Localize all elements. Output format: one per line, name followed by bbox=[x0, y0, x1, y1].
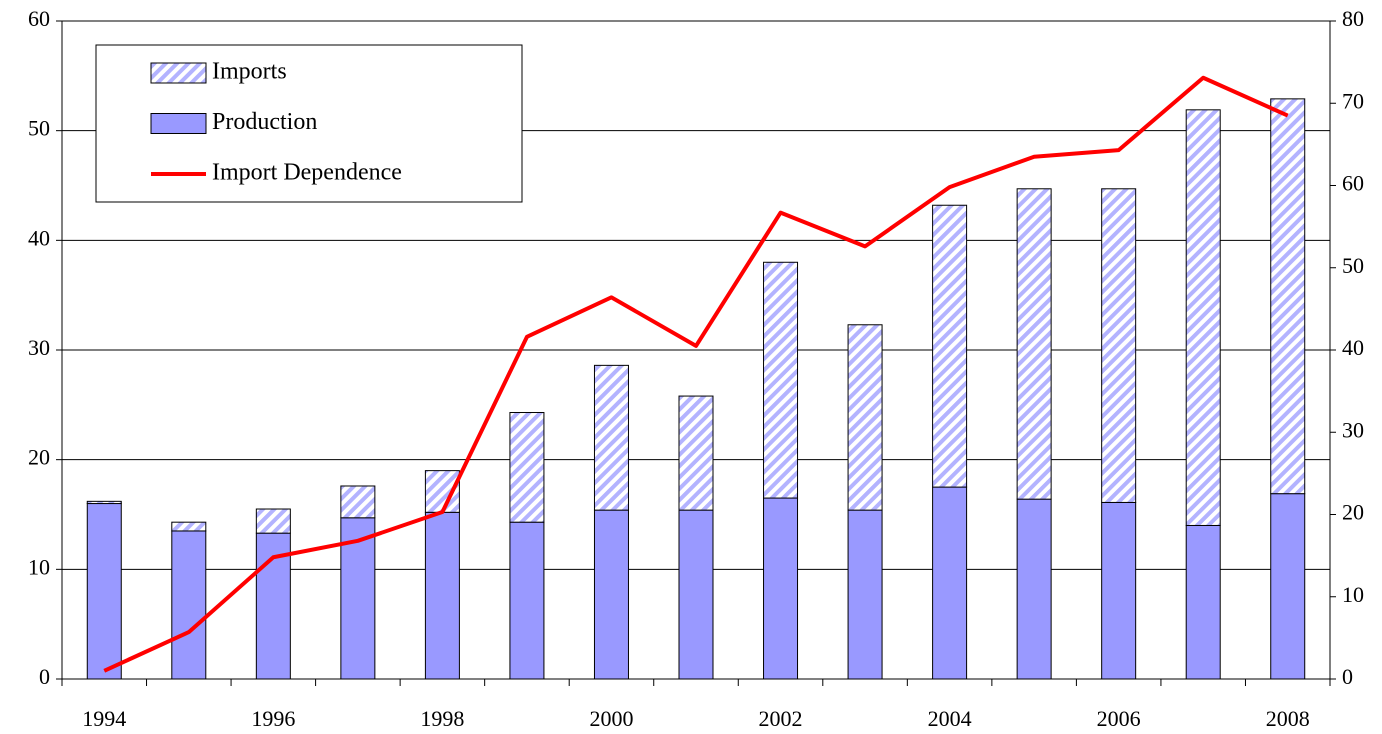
x-tick-label: 2004 bbox=[928, 706, 972, 731]
bar bbox=[763, 497, 799, 680]
line bbox=[103, 75, 1289, 673]
y2-tick-label: 0 bbox=[1342, 664, 1353, 689]
y-tick-label: 20 bbox=[28, 445, 50, 470]
bar bbox=[1016, 498, 1052, 680]
bar bbox=[171, 530, 207, 680]
bar bbox=[847, 324, 883, 511]
bar bbox=[932, 204, 968, 488]
bar bbox=[1016, 188, 1052, 500]
y-tick-label: 30 bbox=[28, 335, 50, 360]
bar bbox=[1185, 109, 1221, 526]
y2-tick-label: 20 bbox=[1342, 500, 1364, 525]
y2-tick-label: 80 bbox=[1342, 6, 1364, 31]
x-tick-label: 2000 bbox=[589, 706, 633, 731]
bar bbox=[1270, 493, 1306, 680]
y-tick-label: 60 bbox=[28, 6, 50, 31]
bar bbox=[509, 521, 545, 680]
bar bbox=[424, 470, 460, 513]
legend-swatch bbox=[150, 62, 207, 84]
x-tick-label: 2006 bbox=[1097, 706, 1141, 731]
y2-tick-label: 30 bbox=[1342, 417, 1364, 442]
bar bbox=[1101, 188, 1137, 503]
y2-tick-label: 10 bbox=[1342, 582, 1364, 607]
y2-tick-label: 50 bbox=[1342, 253, 1364, 278]
bar bbox=[593, 509, 629, 680]
bar bbox=[86, 500, 122, 505]
bar bbox=[509, 412, 545, 523]
legend-label: Production bbox=[212, 109, 317, 135]
legend-swatch bbox=[150, 113, 207, 134]
bar bbox=[847, 509, 883, 680]
bar bbox=[255, 508, 291, 534]
y-tick-label: 10 bbox=[28, 554, 50, 579]
bar bbox=[1101, 501, 1137, 680]
bar bbox=[678, 509, 714, 680]
y2-tick-label: 60 bbox=[1342, 171, 1364, 196]
y-tick-label: 40 bbox=[28, 225, 50, 250]
bar bbox=[340, 485, 376, 519]
x-tick-label: 1998 bbox=[420, 706, 464, 731]
y2-tick-label: 70 bbox=[1342, 88, 1364, 113]
x-tick-label: 1996 bbox=[251, 706, 295, 731]
x-tick-label: 1994 bbox=[82, 706, 126, 731]
bar bbox=[932, 486, 968, 680]
bar bbox=[424, 511, 460, 680]
y-tick-label: 50 bbox=[28, 116, 50, 141]
x-tick-label: 2008 bbox=[1266, 706, 1310, 731]
bar bbox=[1270, 98, 1306, 495]
y2-tick-label: 40 bbox=[1342, 335, 1364, 360]
legend-label: Imports bbox=[212, 59, 287, 85]
bar bbox=[1185, 524, 1221, 680]
legend-label: Import Dependence bbox=[212, 160, 402, 186]
bar bbox=[593, 364, 629, 511]
bar bbox=[86, 503, 122, 680]
y-tick-label: 0 bbox=[39, 664, 50, 689]
bar bbox=[678, 395, 714, 511]
bar bbox=[171, 521, 207, 532]
bar bbox=[763, 261, 799, 499]
x-tick-label: 2002 bbox=[759, 706, 803, 731]
